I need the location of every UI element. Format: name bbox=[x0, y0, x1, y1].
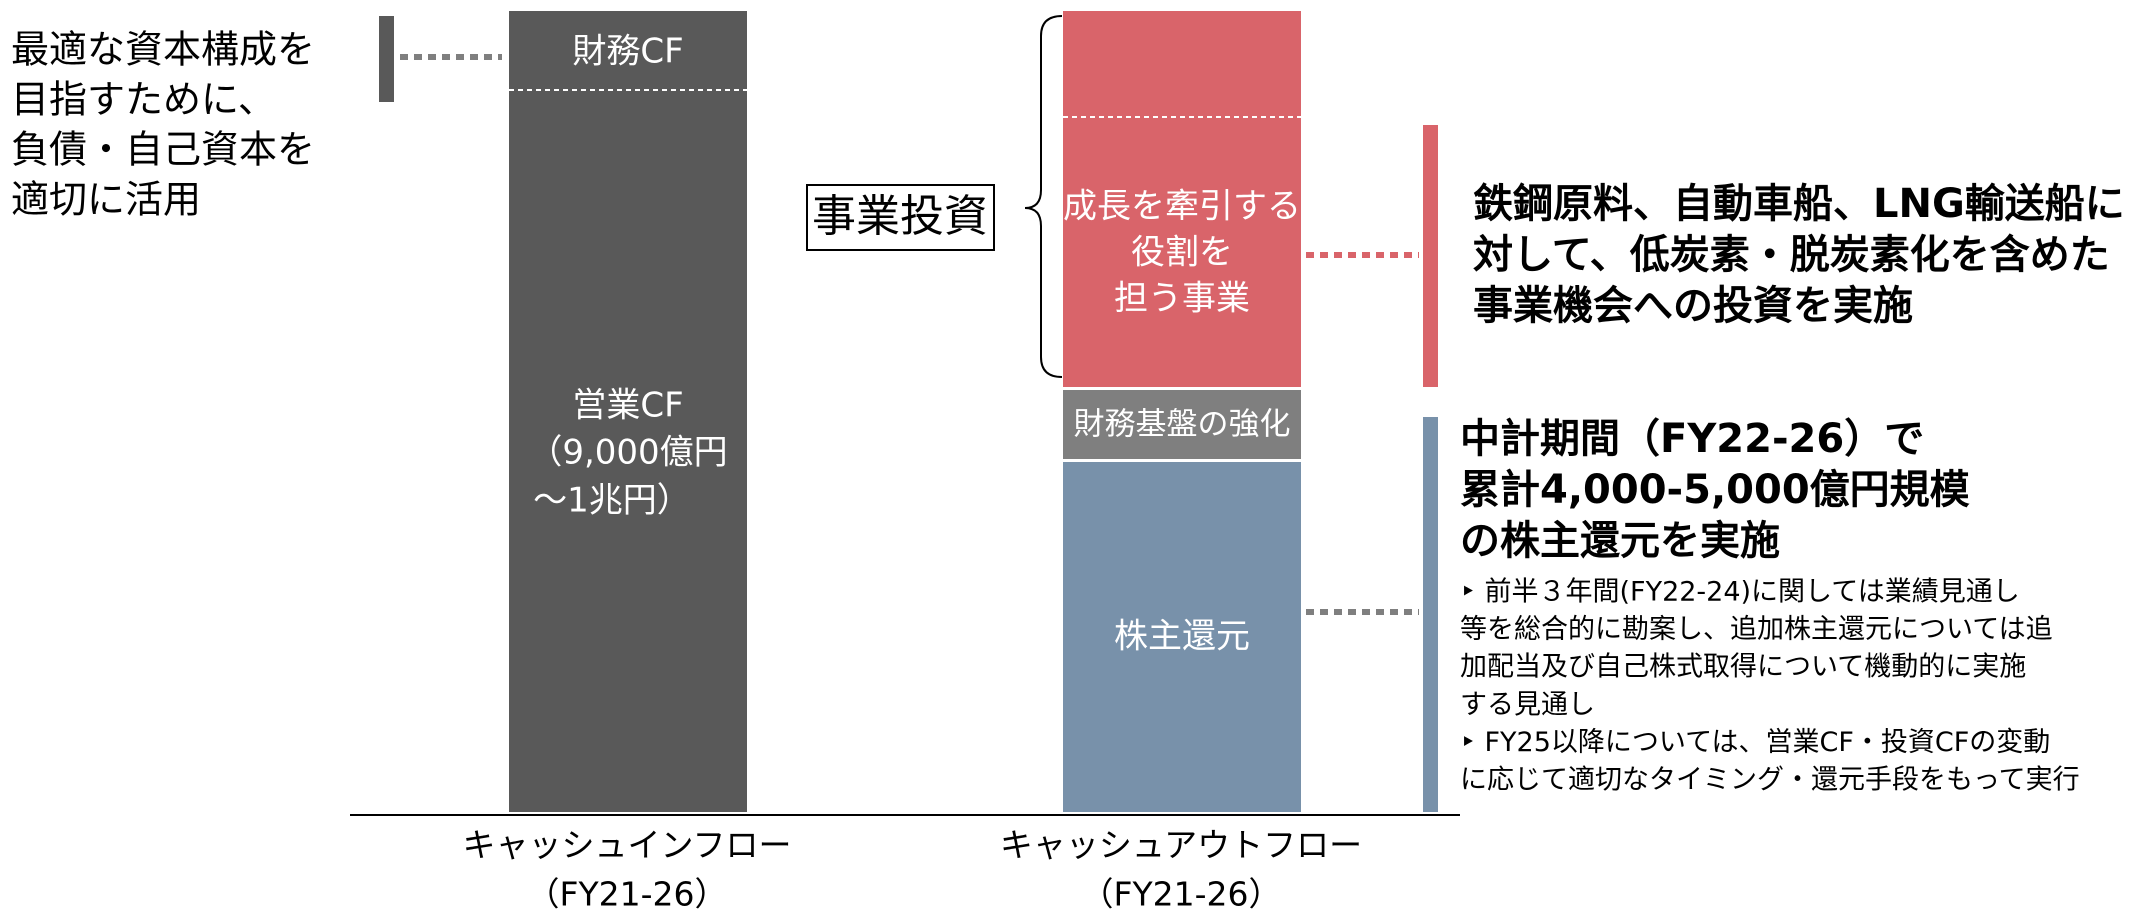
text-line: （FY21-26） bbox=[1080, 875, 1281, 911]
growth-label: 成長を牽引する bbox=[1063, 187, 1301, 227]
inflow-bar bbox=[509, 11, 747, 812]
text-line: 累計4,000-5,000億円規模 bbox=[1460, 467, 1970, 513]
business-investment: 事業投資 bbox=[812, 191, 988, 242]
text-line: 目指すために、 bbox=[11, 78, 276, 122]
text-line: に応じて適切なタイミング・還元手段をもって実行 bbox=[1460, 765, 2080, 796]
text-line: 事業機会への投資を実施 bbox=[1473, 283, 1913, 329]
text-line: 負債・自己資本を bbox=[11, 128, 315, 172]
operating-cf: （9,000億円 bbox=[528, 433, 727, 473]
growth-label: 役割を bbox=[1131, 233, 1233, 273]
return-label: 株主還元 bbox=[1114, 617, 1250, 657]
text-line: する見通し bbox=[1460, 689, 1595, 720]
text-line: 鉄鋼原料、自動車船、LNG輸送船に bbox=[1473, 181, 2125, 227]
text-line: 等を総合的に勘案し、追加株主還元については追 bbox=[1460, 614, 2053, 645]
text-line: 加配当及び自己株式取得について機動的に実施 bbox=[1460, 652, 2026, 683]
operating-cf: ～1兆円） bbox=[533, 481, 691, 521]
box bbox=[806, 184, 995, 251]
text-line: ‣ FY25以降については、営業CF・投資CFの変動 bbox=[1460, 727, 2050, 758]
text-line: 適切に活用 bbox=[11, 178, 201, 222]
brace bbox=[1024, 15, 1063, 378]
text-line: キャッシュインフロー bbox=[462, 826, 791, 865]
text-line: ‣ 前半３年間(FY22-24)に関しては業績見通し bbox=[1460, 577, 2020, 608]
text-line: 対して、低炭素・脱炭素化を含めた bbox=[1473, 232, 2110, 278]
text-line: の株主還元を実施 bbox=[1460, 518, 1780, 564]
financing-cf: 財務CF bbox=[572, 32, 683, 72]
financial-base-segment bbox=[1063, 390, 1301, 459]
operating-cf: 営業CF bbox=[572, 386, 683, 426]
return-segment bbox=[1063, 462, 1301, 812]
financial-base-label: 財務基盤の強化 bbox=[1074, 407, 1291, 443]
marker bbox=[1423, 417, 1438, 812]
text-line: キャッシュアウトフロー bbox=[1000, 826, 1362, 865]
growth-segment bbox=[1063, 11, 1301, 387]
text-line: 最適な資本構成を bbox=[11, 28, 315, 72]
marker bbox=[379, 16, 394, 102]
text-line: （FY21-26） bbox=[526, 875, 727, 911]
growth-label: 担う事業 bbox=[1114, 279, 1250, 319]
marker bbox=[1423, 125, 1438, 387]
text-line: 中計期間（FY22-26）で bbox=[1460, 416, 1924, 462]
